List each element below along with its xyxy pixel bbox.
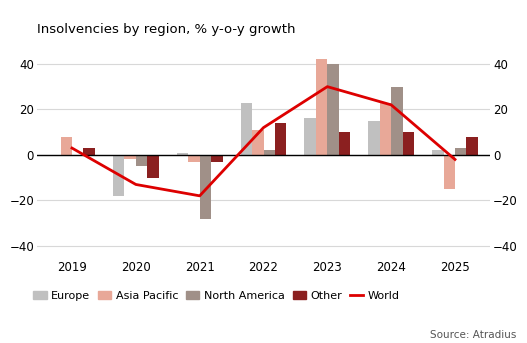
Bar bbox=[379, 103, 391, 155]
Bar bbox=[466, 137, 478, 155]
Bar bbox=[113, 155, 124, 196]
Bar bbox=[316, 59, 327, 155]
Bar bbox=[148, 155, 159, 178]
Bar bbox=[368, 121, 379, 155]
Legend: Europe, Asia Pacific, North America, Other, World: Europe, Asia Pacific, North America, Oth… bbox=[33, 291, 399, 301]
Text: Source: Atradius: Source: Atradius bbox=[430, 330, 516, 340]
Bar bbox=[240, 103, 252, 155]
Bar bbox=[83, 148, 95, 155]
Bar bbox=[264, 150, 275, 155]
Bar bbox=[200, 155, 211, 218]
Bar bbox=[275, 123, 287, 155]
Bar bbox=[305, 118, 316, 155]
Bar bbox=[124, 155, 136, 159]
Bar bbox=[61, 137, 72, 155]
Bar bbox=[339, 132, 350, 155]
Bar bbox=[403, 132, 414, 155]
Bar bbox=[455, 148, 466, 155]
Bar bbox=[432, 150, 444, 155]
Text: Insolvencies by region, % y-o-y growth: Insolvencies by region, % y-o-y growth bbox=[37, 23, 296, 36]
Bar bbox=[327, 64, 339, 155]
Bar bbox=[136, 155, 148, 166]
Bar bbox=[252, 130, 264, 155]
Bar bbox=[211, 155, 222, 162]
Bar bbox=[188, 155, 200, 162]
Bar bbox=[177, 153, 188, 155]
Bar bbox=[391, 87, 403, 155]
Bar bbox=[444, 155, 455, 189]
